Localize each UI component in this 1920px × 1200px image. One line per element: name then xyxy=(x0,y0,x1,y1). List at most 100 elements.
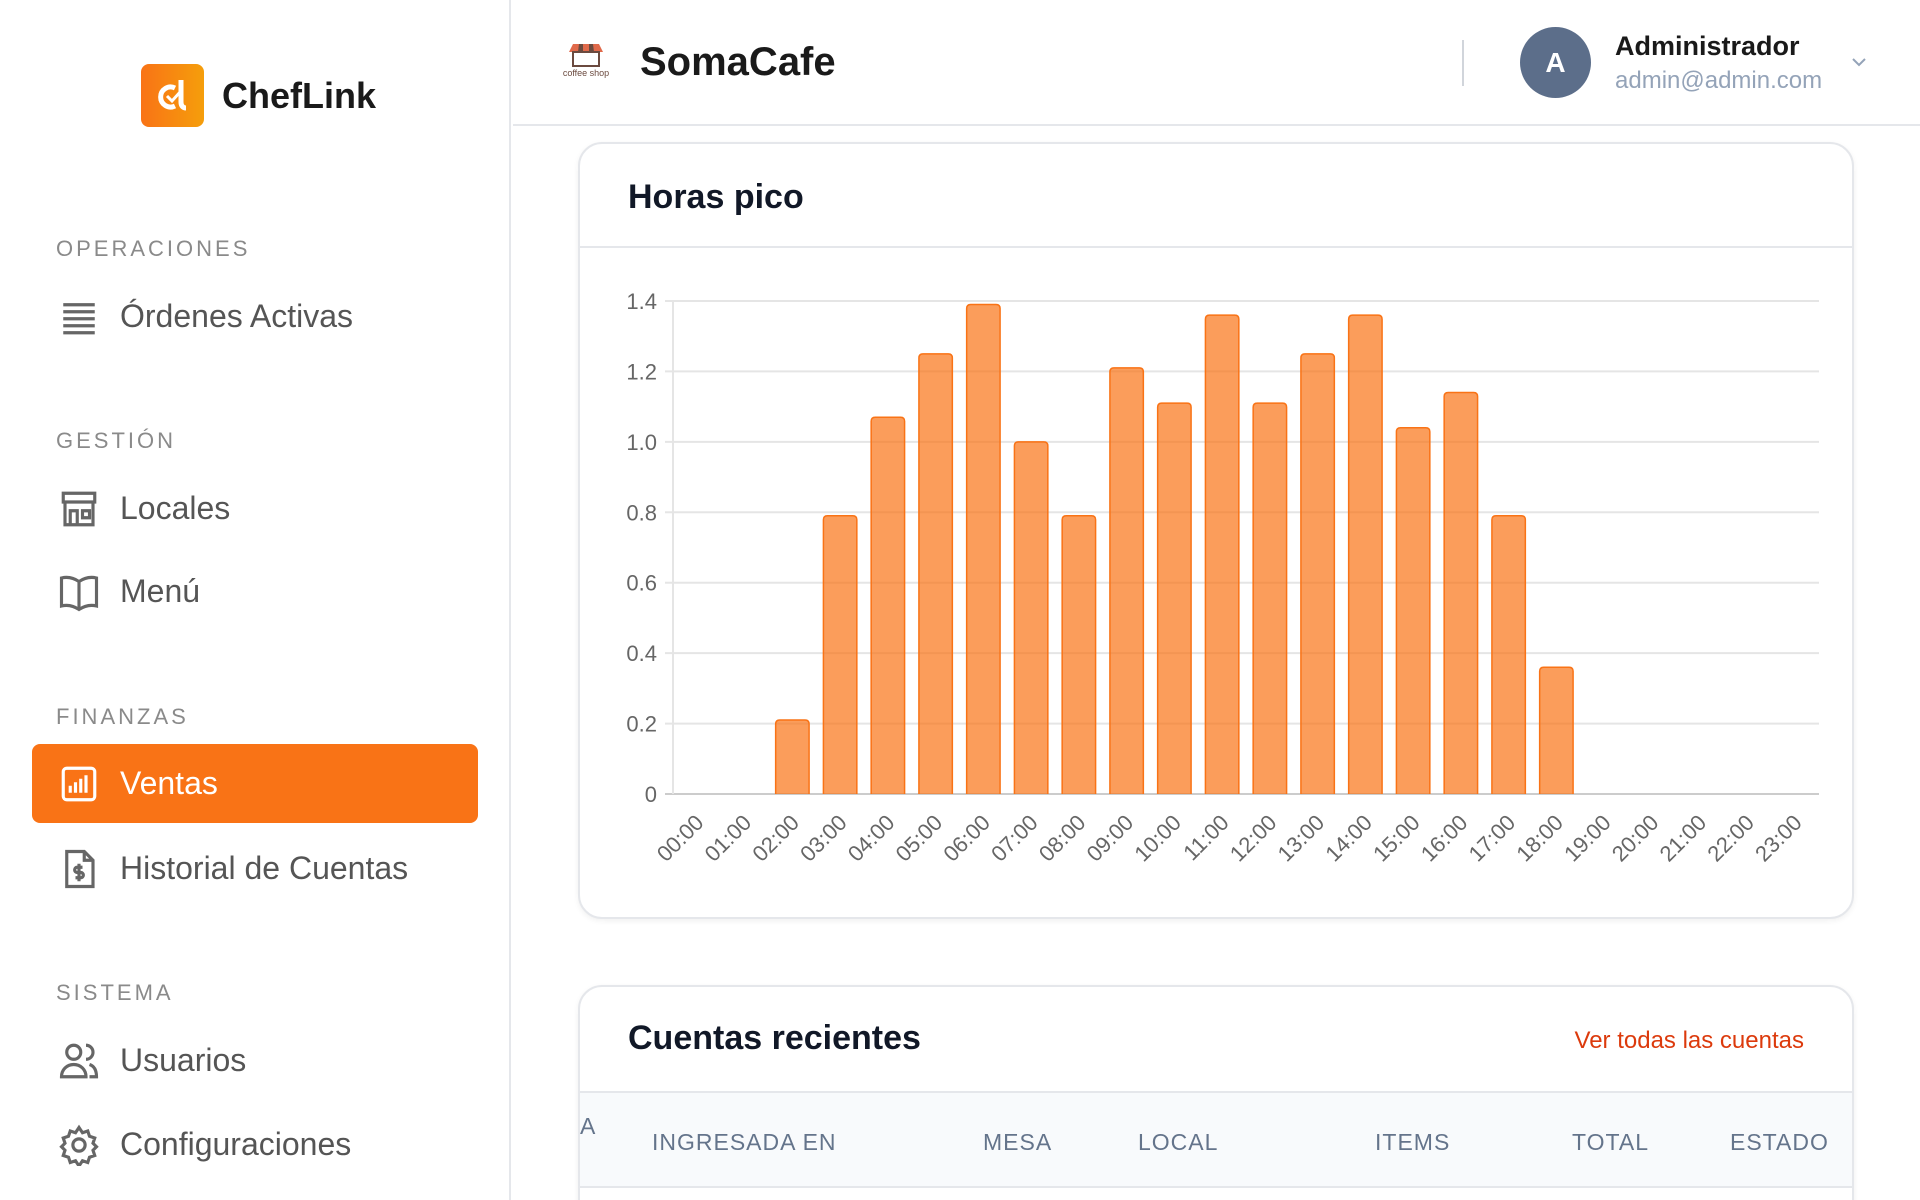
x-tick-label: 20:00 xyxy=(1607,810,1664,867)
x-tick-label: 03:00 xyxy=(795,810,852,867)
cheflink-logo-icon xyxy=(141,64,204,127)
bar xyxy=(1395,427,1431,794)
x-tick-label: 01:00 xyxy=(700,810,757,867)
sidebar-item-label: Ventas xyxy=(120,765,218,801)
bar xyxy=(1252,402,1288,794)
x-tick-label: 16:00 xyxy=(1416,810,1473,867)
main-content: Horas pico 0 0.2 0.4 0.6 0.8 1.0 1.2 1.4 00:00 01… xyxy=(513,128,1920,1200)
shop-name: SomaCafe xyxy=(640,40,836,84)
shop-logo-text: coffee shop xyxy=(563,68,609,78)
section-finanzas: FINANZAS xyxy=(56,704,189,729)
divider xyxy=(1462,40,1464,86)
bar xyxy=(1204,314,1240,794)
bar xyxy=(1538,666,1574,794)
sidebar-item-label: Usuarios xyxy=(120,1042,247,1078)
x-tick-label: 22:00 xyxy=(1702,810,1759,867)
x-tick-label: 07:00 xyxy=(986,810,1043,867)
store-icon xyxy=(61,491,97,526)
card-title: Horas pico xyxy=(628,178,804,216)
sidebar-item-configuraciones[interactable]: Configuraciones xyxy=(32,1105,478,1184)
bar xyxy=(1061,515,1097,794)
x-tick-label: 00:00 xyxy=(652,810,709,867)
divider xyxy=(580,246,1852,248)
top-header: coffee shop SomaCafe A Administrador adm… xyxy=(513,0,1920,126)
sidebar-item-historial-de-cuentas[interactable]: Historial de Cuentas xyxy=(32,829,478,908)
section-sistema: SISTEMA xyxy=(56,980,174,1005)
x-tick-label: 15:00 xyxy=(1368,810,1425,867)
x-tick-label: 02:00 xyxy=(747,810,804,867)
x-tick-label: 19:00 xyxy=(1559,810,1616,867)
bar xyxy=(870,416,906,794)
avatar[interactable]: A xyxy=(1520,27,1591,98)
peak-hours-card: Horas pico 0 0.2 0.4 0.6 0.8 1.0 1.2 1.4 00:00 01… xyxy=(578,142,1854,919)
user-name[interactable]: Administrador xyxy=(1615,31,1800,61)
column-header[interactable]: ITEMS xyxy=(1375,1129,1451,1155)
column-header[interactable]: LOCAL xyxy=(1138,1129,1219,1155)
column-header[interactable]: TOTAL xyxy=(1572,1129,1649,1155)
bar xyxy=(965,303,1001,794)
x-tick-label: 23:00 xyxy=(1750,810,1807,867)
sidebar-item-locales[interactable]: Locales xyxy=(32,469,478,548)
x-tick-label: 14:00 xyxy=(1320,810,1377,867)
bar xyxy=(1491,515,1527,794)
users-icon xyxy=(59,1043,99,1078)
y-tick-label: 0 xyxy=(645,782,657,807)
x-tick-label: 18:00 xyxy=(1511,810,1568,867)
sidebar: ChefLink OPERACIONES Órdenes Activas GES… xyxy=(0,0,511,1200)
sidebar-item-usuarios[interactable]: Usuarios xyxy=(32,1021,478,1100)
bar xyxy=(1300,353,1336,794)
view-all-accounts-link[interactable]: Ver todas las cuentas xyxy=(1574,1027,1804,1054)
list-icon xyxy=(63,302,95,334)
section-operaciones: OPERACIONES xyxy=(56,236,251,261)
x-tick-label: 21:00 xyxy=(1655,810,1712,867)
x-tick-label: 11:00 xyxy=(1178,810,1233,865)
column-header[interactable]: MESA xyxy=(983,1129,1053,1155)
sidebar-item-label: Historial de Cuentas xyxy=(120,850,409,886)
table-header: A INGRESADA EN MESA LOCAL ITEMS TOTAL ES… xyxy=(580,1091,1852,1188)
bar xyxy=(1347,314,1383,794)
bar xyxy=(1156,402,1192,794)
y-tick-label: 0.4 xyxy=(626,641,657,666)
x-tick-label: 06:00 xyxy=(938,810,995,867)
gear-icon xyxy=(59,1124,99,1166)
user-email: admin@admin.com xyxy=(1615,67,1823,94)
sidebar-item-label: Locales xyxy=(120,490,231,526)
bar-chart-icon xyxy=(61,766,97,801)
column-header[interactable]: INGRESADA EN xyxy=(652,1129,837,1155)
x-tick-label: 04:00 xyxy=(843,810,900,867)
x-tick-label: 10:00 xyxy=(1129,810,1186,867)
column-header[interactable]: ESTADO xyxy=(1730,1129,1829,1155)
coffee-shop-logo: coffee shop xyxy=(557,40,615,84)
brand-name: ChefLink xyxy=(222,74,377,116)
book-icon xyxy=(59,575,99,611)
y-tick-label: 1.4 xyxy=(626,289,657,314)
x-tick-label: 12:00 xyxy=(1225,810,1282,867)
y-tick-label: 1.2 xyxy=(626,359,657,384)
y-tick-label: 1.0 xyxy=(626,430,657,455)
column-header[interactable]: A xyxy=(580,1113,597,1139)
sidebar-item-label: Menú xyxy=(120,573,201,609)
brand[interactable]: ChefLink xyxy=(141,64,376,127)
chevron-down-icon[interactable] xyxy=(1849,52,1869,72)
bar xyxy=(822,515,858,794)
section-gestion: GESTIÓN xyxy=(56,428,177,453)
sidebar-item-ordenes-activas[interactable]: Órdenes Activas xyxy=(32,277,478,356)
x-tick-label: 09:00 xyxy=(1082,810,1139,867)
sidebar-item-ventas[interactable]: Ventas xyxy=(32,744,478,823)
y-tick-label: 0.2 xyxy=(626,712,657,737)
y-tick-label: 0.6 xyxy=(626,571,657,596)
recent-accounts-card: Cuentas recientes Ver todas las cuentas … xyxy=(578,985,1854,1200)
bar xyxy=(918,353,954,794)
bar xyxy=(1109,367,1145,794)
y-tick-label: 0.8 xyxy=(626,500,657,525)
sidebar-item-menu[interactable]: Menú xyxy=(32,552,478,631)
card-title: Cuentas recientes xyxy=(628,1019,921,1057)
bar xyxy=(1013,441,1049,794)
x-tick-label: 05:00 xyxy=(891,810,948,867)
bar xyxy=(1443,391,1479,794)
x-tick-label: 17:00 xyxy=(1464,810,1521,867)
bar xyxy=(774,719,810,794)
invoice-dollar-icon xyxy=(65,849,95,888)
sidebar-item-label: Órdenes Activas xyxy=(120,298,353,334)
x-tick-label: 13:00 xyxy=(1273,810,1330,867)
